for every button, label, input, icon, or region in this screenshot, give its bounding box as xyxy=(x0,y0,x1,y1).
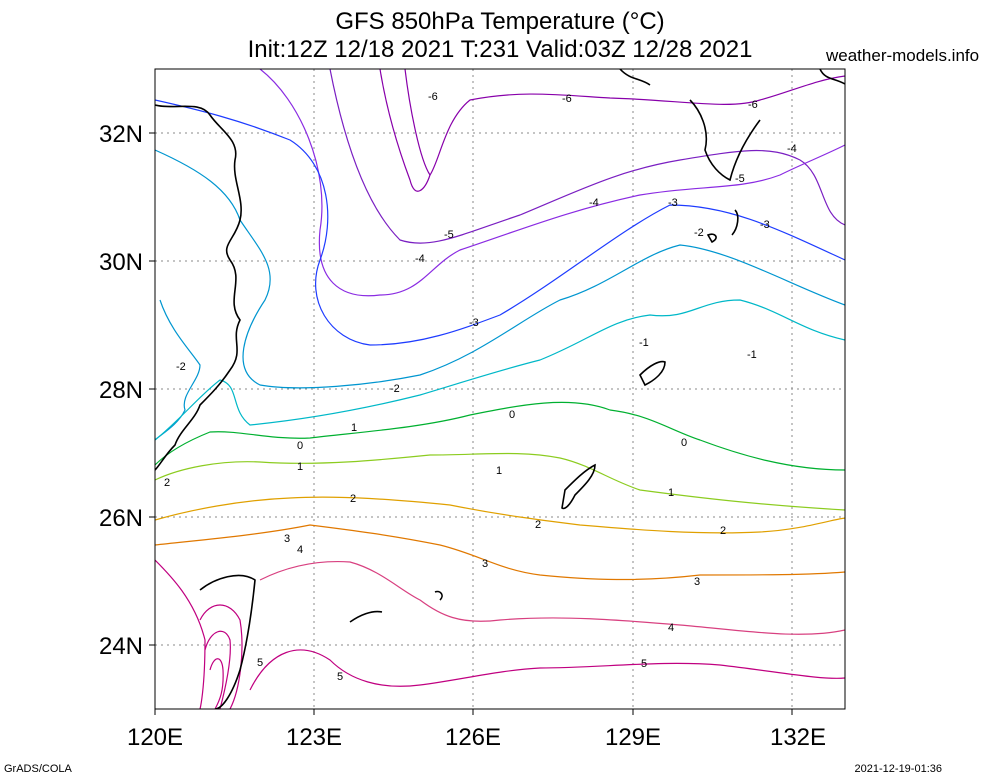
isotherm-0 xyxy=(155,401,845,471)
isotherm-minus4 xyxy=(259,69,845,297)
isotherm-5 xyxy=(249,649,845,691)
contour-label: 2 xyxy=(720,525,726,537)
isotherm-3 xyxy=(155,524,845,581)
contour-label: 0 xyxy=(509,409,515,421)
coastline-korea xyxy=(619,69,845,86)
contour-label: -4 xyxy=(787,143,797,155)
isotherm-taiwan-3 xyxy=(209,658,224,709)
y-axis-labels: 32N 30N 28N 26N 24N xyxy=(99,121,143,660)
contour-label: -2 xyxy=(176,361,186,373)
contour-label: 3 xyxy=(284,533,290,545)
contour-label: 5 xyxy=(641,658,647,670)
x-tick-label: 123E xyxy=(286,724,342,751)
contour-label: -6 xyxy=(428,91,438,103)
contour-label: -1 xyxy=(747,349,757,361)
contour-label: 0 xyxy=(681,437,687,449)
y-tick-label: 26N xyxy=(99,505,143,532)
contour-label: -2 xyxy=(694,227,704,239)
isotherm-minus1 xyxy=(155,299,845,441)
contour-label: 0 xyxy=(297,440,303,452)
contour-label: -2 xyxy=(390,383,400,395)
contour-label: 2 xyxy=(350,493,356,505)
contour-label: 5 xyxy=(257,657,263,669)
contour-label: 1 xyxy=(351,422,357,434)
isotherm-taiwan-1 xyxy=(199,604,243,709)
x-tick-label: 120E xyxy=(127,724,183,751)
isotherm-minus6b xyxy=(379,69,431,192)
isotherm-minus2 xyxy=(155,149,845,389)
contour-label: 1 xyxy=(496,465,502,477)
isotherm-1 xyxy=(155,452,845,511)
x-axis-labels: 120E 123E 126E 129E 132E xyxy=(127,724,826,751)
contour-label: 3 xyxy=(694,576,700,588)
coastline-china xyxy=(155,104,242,471)
isotherm-minus6 xyxy=(404,69,845,177)
island-tanegashima xyxy=(706,209,739,244)
software-credit: GrADS/COLA xyxy=(4,763,72,775)
contour-label: 4 xyxy=(297,544,303,556)
isotherm-2 xyxy=(155,496,845,534)
contour-label: -6 xyxy=(748,99,758,111)
contour-label: -6 xyxy=(562,93,572,105)
contour-label: -4 xyxy=(589,197,599,209)
contour-label: 2 xyxy=(164,477,170,489)
contour-labels: -6 -6 -6 -5 -5 -4 -4 -4 -3 -3 -3 -2 -2 -… xyxy=(164,91,797,683)
contour-label: 3 xyxy=(482,558,488,570)
chart-title: GFS 850hPa Temperature (°C) xyxy=(335,8,665,35)
island-amami xyxy=(639,360,666,387)
island-okinawa xyxy=(561,463,596,510)
gridlines xyxy=(155,69,845,709)
contour-label: 4 xyxy=(668,622,674,634)
tick-marks xyxy=(149,132,793,715)
island-miyako xyxy=(349,590,443,623)
contour-label: -5 xyxy=(444,229,454,241)
y-tick-label: 32N xyxy=(99,121,143,148)
isotherm-5b xyxy=(155,559,206,709)
isotherm-minus2b xyxy=(155,299,201,441)
contour-label: 2 xyxy=(535,519,541,531)
website-credit: weather-models.info xyxy=(826,46,980,65)
x-tick-label: 132E xyxy=(770,724,826,751)
contour-label: -3 xyxy=(668,197,678,209)
isotherm-4 xyxy=(259,561,845,635)
isotherm-minus3 xyxy=(155,99,845,346)
x-tick-label: 126E xyxy=(445,724,501,751)
contour-label: -4 xyxy=(415,253,425,265)
y-tick-label: 24N xyxy=(99,633,143,660)
timestamp: 2021-12-19-01:36 xyxy=(854,763,942,775)
contour-label: 5 xyxy=(337,671,343,683)
contour-label: -1 xyxy=(639,337,649,349)
chart-subtitle: Init:12Z 12/18 2021 T:231 Valid:03Z 12/2… xyxy=(247,36,753,63)
contour-label: -5 xyxy=(735,173,745,185)
x-tick-label: 129E xyxy=(605,724,661,751)
isotherm-minus5 xyxy=(329,69,845,244)
contour-label: 1 xyxy=(668,487,674,499)
y-tick-label: 28N xyxy=(99,377,143,404)
coastline-kyushu xyxy=(689,99,761,182)
isotherm-taiwan-2 xyxy=(204,630,231,709)
contour-label: 1 xyxy=(297,461,303,473)
contour-label: -3 xyxy=(760,219,770,231)
contour-label: -3 xyxy=(469,317,479,329)
y-tick-label: 30N xyxy=(99,249,143,276)
coastline-taiwan xyxy=(199,574,256,709)
